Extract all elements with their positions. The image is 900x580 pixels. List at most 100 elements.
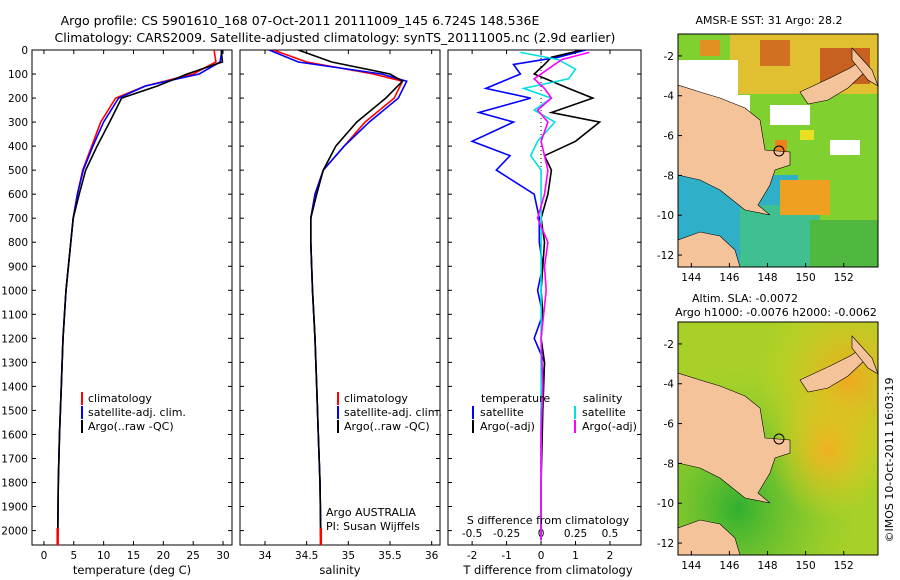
x-tick-label: 25	[187, 550, 200, 562]
t-difference-xlabel: T difference from climatology	[462, 563, 633, 577]
s-difference-xlabel: S difference from climatology	[467, 514, 630, 527]
new-ireland-island	[851, 47, 878, 87]
series-line-1	[56, 50, 223, 541]
map-y-tick-label: -2	[664, 339, 674, 351]
salinity-legend: climatology satellite-adj. clim. Argo(..…	[337, 392, 442, 433]
map-y-tick-label: -2	[664, 51, 674, 63]
map-y-tick-label: -8	[664, 458, 674, 470]
sst-cool-water-south	[740, 205, 820, 267]
x-tick-label: 36	[425, 550, 439, 562]
salinity-xlabel: salinity	[319, 563, 360, 577]
argo-float-marker	[773, 145, 785, 157]
x-tick-label: 34	[258, 550, 272, 562]
temperature-tick-labels: 0 5 10 15 20 25 30	[41, 50, 230, 562]
sst-map-title: AMSR-E SST: 31 Argo: 28.2	[695, 14, 842, 27]
sla-map-title: Altim. SLA: -0.0072	[692, 292, 798, 305]
depth-tick-label: 1000	[1, 285, 28, 297]
series-line-2	[298, 50, 404, 541]
map-x-tick-label: 150	[796, 272, 816, 284]
depth-tick-label: 500	[8, 165, 28, 177]
legend-header-temperature: temperature	[481, 392, 550, 405]
sst-hot-patch-1	[760, 40, 790, 66]
s-difference-tick-label: -0.5	[462, 528, 483, 540]
pi-annotation: PI: Susan Wijffels	[326, 520, 420, 533]
imos-timestamp: ©IMOS 10-Oct-2011 16:03:19	[883, 377, 896, 542]
map-x-tick-label: 148	[758, 272, 778, 284]
depth-tick-label: 1600	[1, 429, 28, 441]
map-y-tick-label: -10	[657, 210, 674, 222]
salinity-tick-labels: 34 34.5 35 35.5 36	[258, 50, 439, 562]
s-difference-tick-label: -0.25	[493, 528, 520, 540]
depth-tick-label: 2000	[1, 526, 28, 538]
depth-tick-label: 1800	[1, 478, 28, 490]
depth-tick-label: 400	[8, 141, 28, 153]
sst-green-southeast	[810, 220, 878, 267]
sst-warm-gulf	[780, 180, 830, 215]
header-line2: Climatology: CARS2009. Satellite-adjuste…	[55, 30, 616, 45]
x-tick-label: 10	[97, 550, 110, 562]
map-y-tick-label: -10	[657, 498, 674, 510]
temperature-legend: climatology satellite-adj. clim. Argo(..…	[81, 392, 186, 433]
legend-label-satellite: satellite-adj. clim.	[344, 406, 442, 419]
argo-float-marker	[773, 433, 785, 445]
sla-map: Altim. SLA: -0.0072 Argo h1000: -0.0076 …	[657, 292, 879, 572]
x-tick-label: 35.5	[378, 550, 401, 562]
t-difference-tick-labels: -2 -1 0 1 2	[467, 50, 613, 562]
map-x-tick-label: 146	[719, 560, 739, 572]
series-line-1	[532, 50, 602, 541]
depth-tick-label: 1700	[1, 453, 28, 465]
s-difference-tick-label: 0.5	[602, 528, 619, 540]
difference-series	[470, 50, 602, 541]
x-tick-label: 1	[572, 550, 579, 562]
x-tick-label: 0	[41, 550, 48, 562]
difference-ticks	[448, 49, 641, 532]
depth-tick-label: 1200	[1, 333, 28, 345]
depth-tick-label: 1400	[1, 381, 28, 393]
difference-axes-frame	[447, 49, 642, 546]
depth-tick-labels: 0 100 200 300 400 500 600 700 800 900 1000 1100 1200…	[1, 45, 232, 538]
depth-tick-label: 1100	[1, 309, 28, 321]
sla-map-tick-labels: 144 146 148 150 152 -2 -4 -6 -8 -10 -12	[657, 339, 854, 572]
header-line1: Argo profile: CS 5901610_168 07-Oct-2011…	[61, 13, 540, 28]
map-y-tick-label: -12	[657, 538, 674, 550]
depth-tick-label: 1300	[1, 357, 28, 369]
legend-label-climatology: climatology	[88, 392, 152, 405]
map-y-tick-label: -4	[664, 379, 675, 391]
depth-tick-label: 700	[8, 213, 28, 225]
depth-tick-label: 0	[21, 45, 28, 57]
x-tick-label: -2	[467, 550, 477, 562]
sst-map-tick-labels: 144 146 148 150 152 -2 -4 -6 -8 -10 -12	[657, 51, 854, 284]
x-tick-label: -1	[501, 550, 511, 562]
sla-map-frame	[677, 321, 879, 556]
legend-header-salinity: salinity	[583, 392, 623, 405]
legend-label-argo: Argo(..raw -QC)	[344, 420, 430, 433]
argo-program-annotation: Argo AUSTRALIA	[326, 506, 416, 519]
sla-map-subtitle: Argo h1000: -0.0076 h2000: -0.0062	[675, 306, 877, 319]
depth-tick-label: 800	[8, 237, 28, 249]
series-line-2	[56, 50, 224, 541]
depth-tick-label: 1500	[1, 405, 28, 417]
temperature-xlabel: temperature (deg C)	[73, 563, 191, 577]
series-line-3	[532, 51, 590, 541]
s-difference-tick-labels: -0.5-0.2500.250.5	[462, 528, 618, 540]
legend-label-argo: Argo(..raw -QC)	[88, 420, 174, 433]
salinity-series	[268, 50, 408, 545]
legend-label-satellite: satellite-adj. clim.	[88, 406, 186, 419]
temperature-series	[56, 50, 224, 545]
sst-map: AMSR-E SST: 31 Argo: 28.2 144 146 148 150 15…	[657, 14, 879, 284]
sst-no-data-4	[830, 140, 860, 155]
depth-tick-label: 200	[8, 93, 28, 105]
series-line-1	[268, 50, 408, 541]
map-x-tick-label: 144	[681, 272, 701, 284]
legend-label-climatology: climatology	[344, 392, 408, 405]
new-guinea-landmass	[678, 84, 791, 216]
salinity-axes-frame	[239, 49, 441, 546]
sst-no-data-3	[770, 105, 810, 125]
x-tick-label: 2	[607, 550, 614, 562]
depth-tick-label: 1900	[1, 502, 28, 514]
australia-coast	[678, 231, 741, 267]
series-line-0	[273, 50, 404, 541]
map-y-tick-label: -6	[664, 131, 675, 143]
map-x-tick-label: 146	[719, 272, 739, 284]
